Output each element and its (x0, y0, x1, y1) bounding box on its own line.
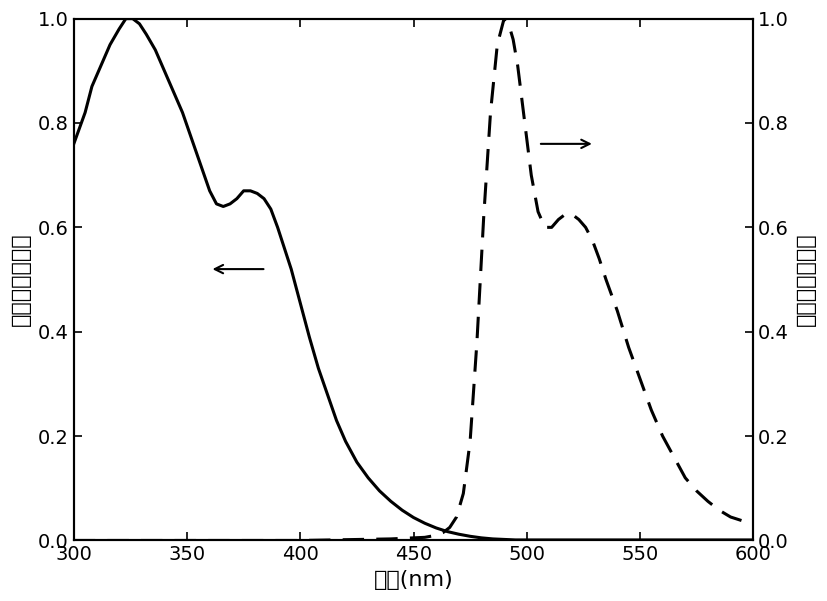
Y-axis label: 归一化发射强度: 归一化发射强度 (796, 233, 816, 326)
Y-axis label: 归一化吸收强度: 归一化吸收强度 (11, 233, 31, 326)
X-axis label: 波长(nm): 波长(nm) (374, 570, 453, 590)
